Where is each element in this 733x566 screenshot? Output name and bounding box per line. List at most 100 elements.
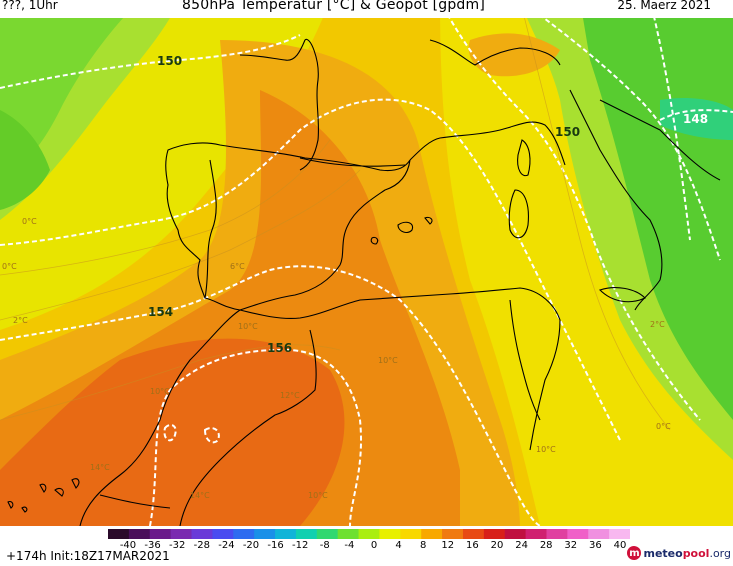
temp-band-green-spot [0,110,50,210]
temp-isoline [0,169,361,321]
coastlines [7,38,721,526]
color-scale-segment [233,529,255,539]
temp-label: 12°C [280,391,300,400]
geopot-line [163,423,177,442]
island-canary [54,487,64,497]
color-scale-segment [567,529,589,539]
island-canary [71,478,80,489]
border-spain-portugal [204,159,217,299]
color-scale-tick: 36 [589,540,602,551]
island-ibiza [370,236,379,245]
color-scale-tick: 24 [515,540,528,551]
color-scale-segment [421,529,443,539]
geopot-line [149,348,362,526]
color-scale-tick: -8 [319,540,330,551]
color-scale-segment [149,529,172,539]
geopotential-labels: 150 150 148 154 156 [148,54,708,355]
color-scale-segment [588,529,610,539]
color-scale-segment [212,529,234,539]
temp-isoline [0,344,341,421]
border-pyrenees [299,157,406,167]
island-canary [39,483,47,493]
island-corsica [517,139,531,177]
color-scale-tick: -28 [193,540,210,551]
footer: -40 -36 -32 -28 -24 -20 -16 -12 -8 -4 0 4 8 12 16 20 24 2… [0,526,733,566]
color-scale-tick: -12 [292,540,309,551]
temp-isoline [524,18,671,431]
temp-label: 14°C [90,463,110,472]
color-scale-segment [379,529,401,539]
color-scale-segment [609,529,630,539]
color-scale-tick: 8 [420,540,427,551]
temp-label: 6°C [230,262,245,271]
color-scale-bar [108,529,630,539]
geopot-line [0,34,301,89]
border-tunisia [509,299,541,421]
coastline-italy [569,89,663,311]
color-scale-tick: -40 [119,540,137,551]
color-scale-segment [316,529,339,539]
temperature-labels: 0°C 0°C 2°C 6°C 10°C 10°C 10°C 12°C 14°C… [2,217,671,500]
geopot-label: 154 [148,305,173,319]
color-scale-tick: 28 [539,540,553,551]
geopot-line [542,18,721,261]
color-scale-segment [483,529,506,539]
color-scale-tick: 4 [395,540,402,551]
temp-band-cyan-spot [660,98,733,140]
geopot-line [448,18,701,421]
temp-label: 10°C [238,322,258,331]
geopot-line [659,109,733,121]
color-scale-tick: 0 [370,540,378,551]
temp-label: 0°C [22,217,37,226]
temp-label: 0°C [2,262,17,271]
color-scale-segment [275,529,297,539]
geopot-line [0,98,621,441]
color-scale-tick: 16 [466,540,479,551]
color-scale-segment [546,529,568,539]
map-title: 850hPa Temperatur [°C] & Geopot [gpdm] [182,0,486,13]
temp-band-hot [0,338,345,526]
island-sicily [598,287,646,303]
run-label: ???, 1Uhr [2,0,58,12]
title-bar: ???, 1Uhr 850hPa Temperatur [°C] & Geopo… [0,0,733,18]
color-scale-segment [295,529,318,539]
color-scale-segment [504,529,527,539]
island-canary [21,506,28,513]
temp-label: 10°C [150,387,170,396]
color-scale-segment [254,529,276,539]
temp-label: 2°C [13,316,28,325]
color-scale-segment [525,529,547,539]
color-scale-tick: 12 [441,540,455,551]
coastline [239,38,320,171]
geopot-label: 150 [157,54,182,68]
color-scale-tick: -16 [267,540,284,551]
coastline-france-italy [409,121,566,166]
logo-text: meteopool.org [643,546,731,560]
coastline-north-africa [239,287,561,451]
temp-label: 10°C [536,445,556,454]
forecast-info: +174h Init:18Z17MAR2021 [6,549,170,563]
coastline-north [429,39,561,66]
color-scale-tick: -24 [218,540,235,551]
color-scale-segment [358,529,380,539]
color-scale-tick: -32 [169,540,186,551]
coastline-adriatic [599,99,721,181]
temp-label: 0°C [656,422,671,431]
geopot-line [203,427,220,444]
border-morocco-algeria [179,329,317,526]
color-scale-tick: -36 [144,540,161,551]
color-scale-segment [108,529,130,539]
geopot-label: 150 [555,125,580,139]
island-mallorca [397,221,414,234]
temp-label: 10°C [308,491,328,500]
color-scale-tick: -20 [242,540,260,551]
coastline-iberia [165,142,411,311]
temperature-isolines [0,18,671,431]
geopot-line [653,18,691,241]
meteopool-logo: m meteopool.org [627,544,731,562]
color-scale-segment [191,529,213,539]
geopot-label: 148 [683,112,708,126]
color-scale-tick: 20 [490,540,504,551]
border-south [99,494,171,509]
